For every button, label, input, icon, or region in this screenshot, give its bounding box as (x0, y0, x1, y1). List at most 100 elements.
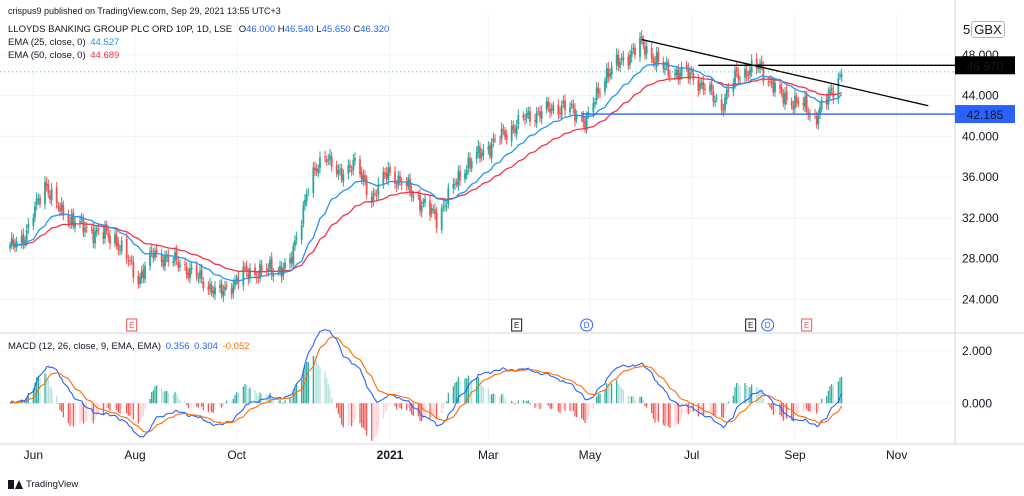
candle (794, 89, 796, 114)
candle-body (595, 87, 598, 101)
candle (72, 208, 75, 230)
candle-body (202, 281, 205, 289)
candle (197, 272, 200, 284)
candle (712, 85, 715, 107)
candle-body (395, 185, 398, 187)
candle (9, 241, 11, 252)
candle-body (325, 159, 328, 163)
ema50-legend[interactable]: EMA (50, close, 0) 44.689 (8, 50, 119, 61)
candle (149, 246, 151, 271)
candle (150, 244, 153, 258)
ohlc-c-label: C (353, 24, 361, 35)
candle-body (265, 269, 268, 271)
candle (482, 143, 485, 161)
candle-body (587, 112, 590, 114)
candle-body (552, 105, 555, 111)
candle-body (25, 230, 28, 242)
candle-body (84, 227, 86, 232)
candle (564, 94, 566, 116)
candle (365, 174, 368, 200)
candle-body (685, 64, 688, 69)
candle-body (220, 283, 223, 295)
candle-body (55, 187, 58, 204)
currency-label[interactable]: 5 GBX (963, 21, 1005, 38)
candle (434, 203, 436, 220)
candle-body (572, 105, 575, 109)
candle (90, 225, 93, 234)
candle-body (407, 178, 410, 187)
candle (667, 58, 670, 80)
candle-body (724, 97, 726, 110)
candle-body (187, 272, 190, 278)
candle-body (760, 61, 763, 65)
candle (69, 216, 71, 229)
candle-body (315, 168, 318, 172)
candle (779, 78, 781, 95)
candle-body (155, 249, 158, 253)
candle-body (165, 256, 168, 258)
candle (312, 161, 315, 198)
candle (140, 265, 143, 284)
candle (382, 166, 385, 189)
candle (444, 199, 446, 212)
macd-value: 0.356 (165, 341, 190, 352)
candle (539, 105, 541, 123)
ohlc-h-label: H (277, 24, 285, 35)
candle-body (745, 70, 748, 76)
candle (632, 42, 635, 55)
candle-body (664, 67, 666, 70)
candle-body (487, 146, 490, 150)
candle-body (130, 259, 133, 261)
candle (529, 106, 531, 127)
dividend-marker-circle (580, 318, 594, 332)
time-tick-label: Oct (227, 448, 246, 462)
candle-body (412, 195, 415, 198)
macd-legend[interactable]: MACD (12, 26, close, 9, EMA, EMA) 0.356 … (8, 341, 250, 352)
candle-body (545, 101, 548, 110)
candle (699, 78, 701, 95)
candle (505, 129, 508, 145)
candle (70, 208, 73, 229)
candle-body (564, 100, 566, 111)
ema25-legend[interactable]: EMA (25, close, 0) 44.527 (8, 37, 119, 48)
candle (445, 201, 448, 212)
symbol-title[interactable]: LLOYDS BANKING GROUP PLC ORD 10P, 1D, LS… (8, 24, 233, 35)
candle (657, 46, 660, 66)
tradingview-logo[interactable]: TradingView (8, 479, 78, 490)
candle-body (337, 170, 340, 175)
candle-body (642, 39, 645, 46)
candle (187, 268, 190, 282)
candle (107, 227, 110, 243)
candle-body (244, 266, 246, 268)
price-pane[interactable] (9, 30, 843, 302)
candle (639, 32, 641, 63)
candle (95, 225, 98, 237)
candle-body (715, 97, 718, 99)
candle-body (242, 266, 245, 286)
candle-body (529, 111, 531, 122)
candle-body (632, 48, 635, 50)
candle (199, 264, 201, 283)
candle (305, 188, 308, 207)
candle-body (400, 183, 403, 185)
earnings-marker-text: E (748, 321, 753, 330)
candle (515, 119, 518, 140)
candle-body (482, 150, 485, 155)
candle-body (230, 288, 233, 295)
candle-body (725, 90, 728, 100)
candle-body (584, 121, 586, 129)
candle (749, 65, 751, 80)
candle-body (247, 274, 250, 280)
candle (190, 261, 193, 275)
candle (202, 277, 205, 292)
candle-body (210, 285, 213, 293)
candle-body (534, 120, 536, 122)
candle (340, 164, 343, 184)
candle-body (454, 184, 456, 185)
candle-body (125, 238, 128, 259)
macd-pane[interactable] (9, 329, 843, 441)
candle (60, 197, 63, 216)
candle (805, 90, 808, 116)
candle-body (245, 265, 248, 273)
dividend-marker-circle (761, 318, 775, 332)
